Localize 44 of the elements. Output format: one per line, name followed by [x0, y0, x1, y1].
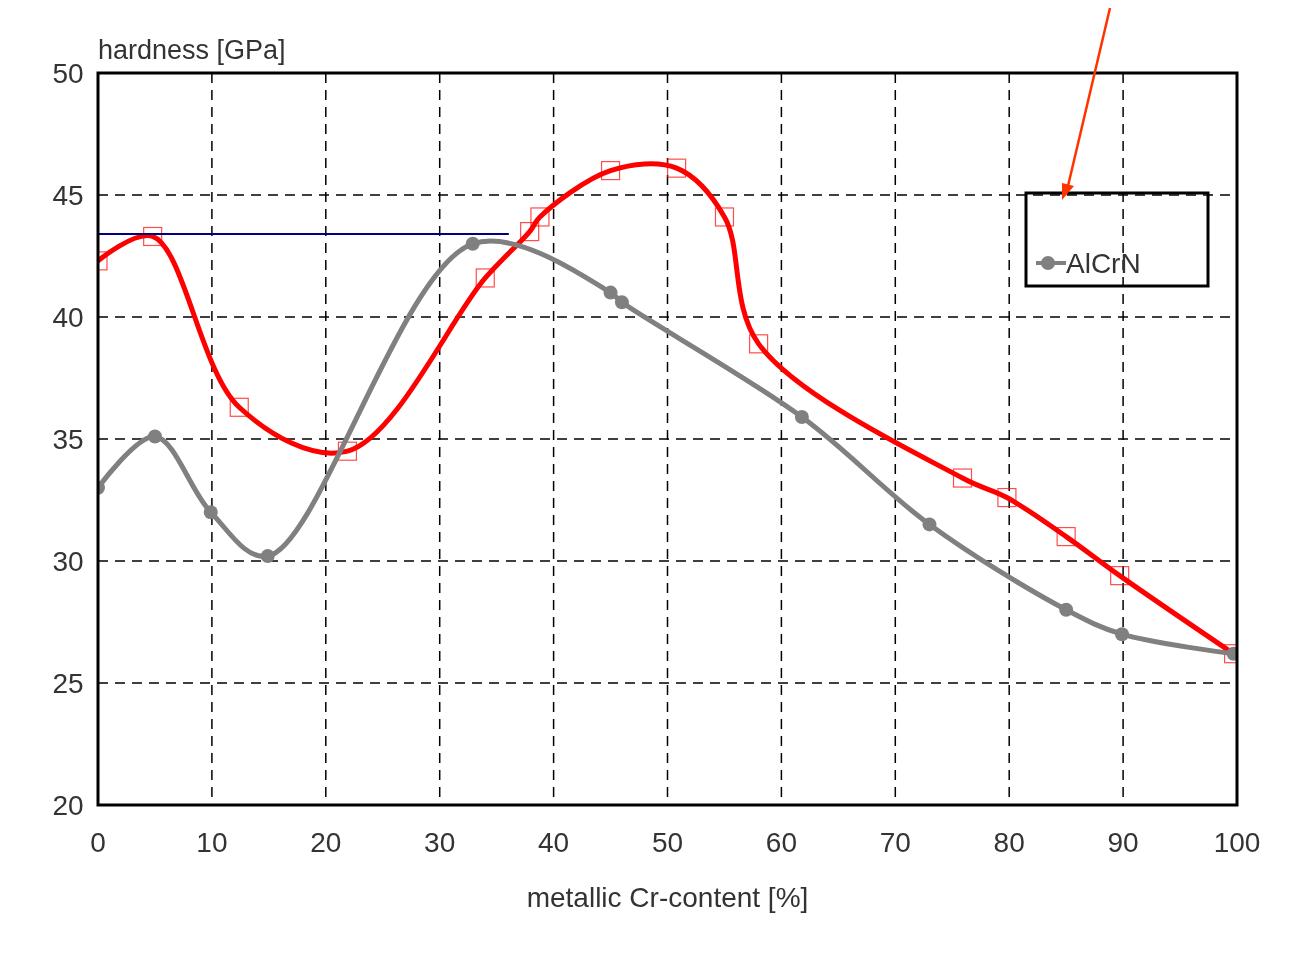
point [997, 487, 1017, 508]
x-tick-label: 20 [310, 827, 342, 858]
point [203, 505, 218, 520]
y-tick-label: 45 [52, 180, 84, 211]
x-axis-title: metallic Cr-content [%] [526, 882, 809, 913]
x-tick-label: 10 [196, 827, 228, 858]
y-tick-label: 40 [52, 302, 84, 333]
y-tick-label: 20 [52, 790, 84, 821]
point [749, 334, 769, 354]
x-tick-label: 40 [538, 827, 570, 858]
point [603, 285, 618, 300]
point [714, 207, 735, 227]
x-tick-label: 60 [765, 827, 797, 858]
y-axis-title: hardness [GPa] [98, 35, 286, 65]
x-tick-label: 90 [1107, 827, 1139, 858]
point [794, 410, 809, 425]
point [614, 295, 629, 310]
point [520, 222, 540, 242]
x-tick-label: 100 [1213, 827, 1261, 858]
x-tick-label: 0 [90, 827, 106, 858]
point [1110, 566, 1130, 586]
point [600, 161, 621, 181]
point [475, 268, 495, 288]
point [143, 226, 163, 247]
point [229, 397, 249, 417]
point [922, 517, 937, 532]
point [1114, 627, 1129, 642]
x-tick-label: 70 [879, 827, 911, 858]
y-tick-label: 35 [52, 424, 84, 455]
legend-label: AlCrN [1066, 248, 1141, 279]
point [667, 158, 687, 178]
point [952, 468, 973, 488]
point [1056, 527, 1076, 547]
x-tick-label: 50 [651, 827, 684, 858]
point [260, 549, 275, 564]
y-tick-label: 50 [52, 58, 84, 89]
point [1059, 602, 1074, 617]
x-tick-label: 80 [993, 827, 1025, 858]
x-tick-label: 30 [424, 827, 456, 858]
point [465, 236, 480, 251]
y-tick-label: 30 [52, 546, 84, 577]
point [147, 429, 162, 444]
y-tick-label: 25 [52, 668, 84, 699]
point [530, 207, 550, 227]
